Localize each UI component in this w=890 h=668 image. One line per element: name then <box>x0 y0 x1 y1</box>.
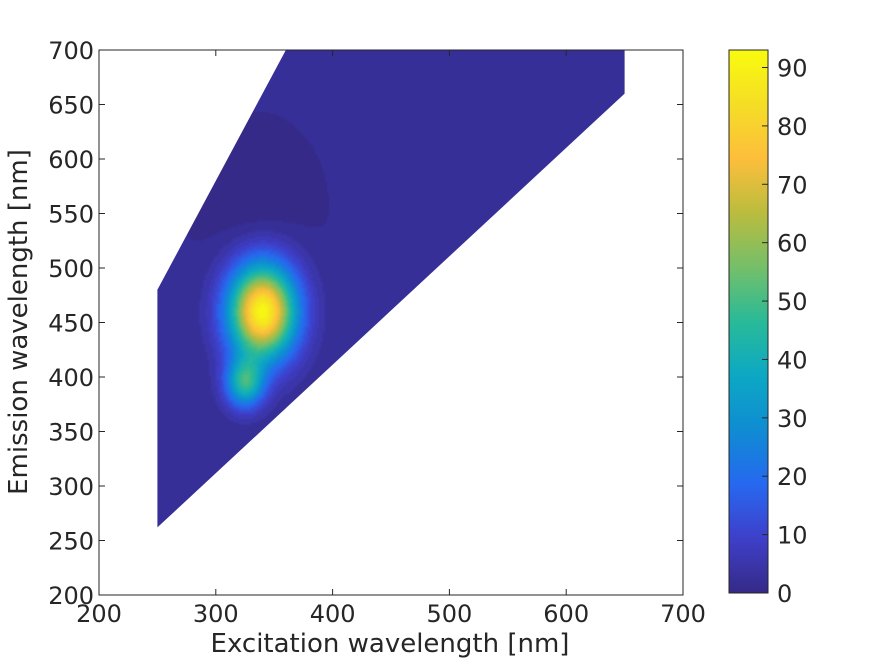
y-tick-label: 550 <box>48 201 94 229</box>
y-tick-label: 350 <box>48 419 94 447</box>
colorbar-tick-label: 60 <box>777 230 808 258</box>
colorbar-tick-label: 50 <box>777 288 808 316</box>
colorbar-tick-label: 20 <box>777 463 808 491</box>
x-tick-label: 400 <box>310 600 356 628</box>
y-tick-label: 400 <box>48 364 94 392</box>
colorbar-tick-label: 10 <box>777 522 808 550</box>
y-tick-label: 500 <box>48 255 94 283</box>
colorbar <box>728 49 769 594</box>
colorbar-tick-label: 70 <box>777 171 808 199</box>
y-tick-label: 200 <box>48 582 94 610</box>
x-axis: 200 300 400 500 600 700 <box>76 50 706 628</box>
x-tick-label: 500 <box>426 600 472 628</box>
colorbar-tick-label: 80 <box>777 113 808 141</box>
colorbar-axis: 0 10 20 30 40 50 60 70 80 90 <box>762 55 808 608</box>
y-tick-label: 250 <box>48 528 94 556</box>
x-tick-label: 700 <box>660 600 706 628</box>
y-tick-label: 450 <box>48 310 94 338</box>
colorbar-tick-label: 30 <box>777 405 808 433</box>
y-tick-label: 600 <box>48 146 94 174</box>
y-tick-label: 700 <box>48 37 94 65</box>
x-axis-title: Excitation wavelength [nm] <box>211 629 570 659</box>
y-tick-label: 650 <box>48 92 94 120</box>
colorbar-tick-label: 0 <box>777 580 792 608</box>
colorbar-tick-label: 90 <box>777 55 808 83</box>
x-tick-label: 600 <box>543 600 589 628</box>
y-axis-title: Emission wavelength [nm] <box>4 149 34 495</box>
x-tick-label: 300 <box>193 600 239 628</box>
y-axis: 200 250 300 350 400 450 500 550 600 650 700 <box>48 37 683 610</box>
x-tick-label: 200 <box>76 600 122 628</box>
colorbar-tick-label: 40 <box>777 346 808 374</box>
y-tick-label: 300 <box>48 473 94 501</box>
